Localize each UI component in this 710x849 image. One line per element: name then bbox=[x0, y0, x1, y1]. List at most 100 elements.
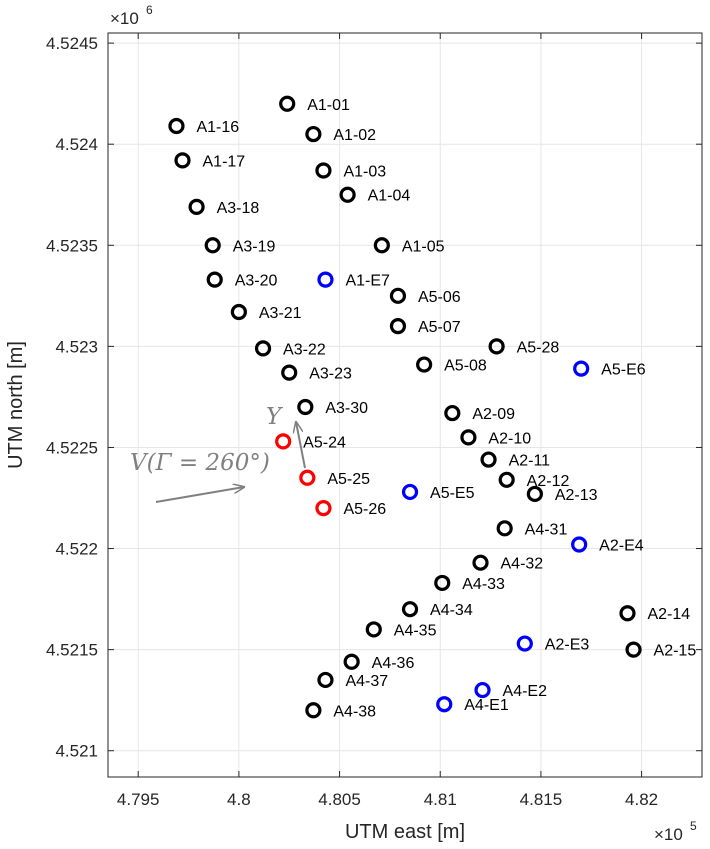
point-label: A2-E3 bbox=[545, 637, 590, 654]
y-tick-label: 4.522 bbox=[55, 540, 98, 559]
point-marker bbox=[254, 340, 272, 357]
point-label: A2-10 bbox=[488, 430, 531, 447]
point-label: A5-26 bbox=[343, 501, 386, 518]
point-label: A2-12 bbox=[527, 473, 570, 490]
y-arrow bbox=[296, 422, 306, 469]
point-marker bbox=[299, 469, 316, 486]
y-tick-label: 4.5225 bbox=[46, 438, 98, 457]
y-tick-label: 4.5215 bbox=[46, 641, 98, 660]
x-tick-label: 4.82 bbox=[625, 790, 658, 809]
y-tick-label: 4.5245 bbox=[46, 34, 98, 53]
point-marker bbox=[488, 338, 505, 355]
x-tick-label: 4.815 bbox=[520, 790, 563, 809]
point-marker bbox=[305, 702, 322, 719]
x-exponent-power: 5 bbox=[690, 819, 697, 833]
data-points bbox=[168, 95, 642, 719]
point-label: A5-24 bbox=[303, 434, 346, 451]
y-exponent-power: 6 bbox=[146, 3, 153, 17]
point-marker bbox=[416, 356, 433, 373]
point-marker bbox=[317, 271, 334, 288]
y-tick-label: 4.5235 bbox=[46, 236, 98, 255]
y-scale-exponent: ×10 6 bbox=[110, 3, 153, 28]
point-label: A1-02 bbox=[333, 127, 376, 144]
point-marker bbox=[206, 271, 223, 288]
wind-annotation: V(Γ = 260°) Y bbox=[130, 404, 306, 503]
point-marker bbox=[174, 152, 191, 169]
point-label: A3-20 bbox=[235, 273, 278, 290]
point-marker bbox=[315, 500, 332, 517]
x-tick-label: 4.805 bbox=[318, 790, 361, 809]
point-marker bbox=[571, 536, 588, 553]
point-marker bbox=[168, 117, 185, 135]
point-marker bbox=[204, 237, 221, 254]
point-marker bbox=[401, 601, 419, 618]
point-label: A3-21 bbox=[259, 305, 302, 322]
point-label: A5-E6 bbox=[601, 362, 646, 379]
point-marker bbox=[526, 485, 543, 503]
point-label: A4-31 bbox=[525, 521, 568, 538]
point-label: A4-35 bbox=[394, 622, 437, 639]
point-label: A2-15 bbox=[654, 643, 697, 660]
y-axis-label: UTM north [m] bbox=[5, 341, 27, 469]
point-label: A4-33 bbox=[462, 576, 505, 593]
point-marker bbox=[373, 237, 390, 254]
point-marker bbox=[317, 671, 334, 689]
point-marker bbox=[339, 186, 356, 203]
y-annotation-label: Y bbox=[266, 404, 284, 430]
point-label: A5-08 bbox=[444, 358, 487, 375]
point-marker bbox=[625, 641, 642, 658]
point-label: A3-18 bbox=[217, 200, 260, 217]
point-label: A2-E4 bbox=[599, 538, 644, 555]
point-label: A3-19 bbox=[233, 238, 276, 255]
point-marker bbox=[573, 360, 590, 377]
point-label: A1-01 bbox=[307, 97, 350, 114]
point-label: A2-11 bbox=[509, 453, 551, 470]
point-marker bbox=[619, 605, 636, 622]
x-scale-exponent: ×10 5 bbox=[654, 819, 697, 844]
point-label: A3-22 bbox=[283, 341, 326, 358]
point-marker bbox=[480, 451, 497, 468]
point-labels: A1-01 A1-02 A1-03 A1-04 A1-05 A1-16 A1-17 A3-18… bbox=[196, 97, 696, 721]
point-marker bbox=[498, 471, 515, 488]
point-label: A1-16 bbox=[196, 119, 239, 136]
point-label: A3-30 bbox=[325, 400, 368, 417]
point-label: A4-32 bbox=[501, 556, 544, 573]
point-label: A5-25 bbox=[327, 471, 370, 488]
point-marker bbox=[436, 696, 453, 713]
point-marker bbox=[460, 429, 477, 446]
point-label: A1-E7 bbox=[345, 273, 390, 290]
point-label: A1-03 bbox=[343, 163, 386, 180]
point-label: A1-05 bbox=[402, 238, 445, 255]
point-marker bbox=[188, 198, 205, 215]
point-label: A4-E1 bbox=[464, 697, 509, 714]
point-label: A5-06 bbox=[418, 289, 461, 306]
point-label: A4-37 bbox=[345, 673, 388, 690]
x-tick-label: 4.8 bbox=[227, 790, 251, 809]
point-label: A1-04 bbox=[368, 188, 411, 205]
point-marker bbox=[315, 162, 332, 179]
plot-frame bbox=[107, 32, 703, 778]
grid-lines bbox=[108, 33, 702, 777]
point-label: A2-13 bbox=[555, 487, 598, 504]
point-marker bbox=[516, 635, 533, 652]
x-exponent-base: ×10 bbox=[654, 825, 683, 844]
x-axis-label: UTM east [m] bbox=[345, 821, 465, 843]
point-marker bbox=[496, 520, 513, 537]
point-marker bbox=[305, 125, 322, 143]
point-label: A4-34 bbox=[430, 602, 473, 619]
y-tick-label: 4.521 bbox=[55, 742, 98, 761]
point-marker bbox=[389, 287, 407, 304]
point-label: A2-09 bbox=[472, 406, 515, 423]
point-marker bbox=[281, 364, 298, 381]
point-label: A5-28 bbox=[517, 339, 560, 356]
point-label: A4-36 bbox=[372, 655, 415, 672]
y-tick-label: 4.523 bbox=[55, 337, 98, 356]
x-tick-label: 4.81 bbox=[424, 790, 457, 809]
point-marker bbox=[297, 398, 314, 416]
point-marker bbox=[434, 574, 451, 592]
point-marker bbox=[401, 483, 419, 501]
point-marker bbox=[365, 621, 382, 638]
plot-background bbox=[108, 33, 702, 777]
v-arrow bbox=[155, 487, 244, 503]
